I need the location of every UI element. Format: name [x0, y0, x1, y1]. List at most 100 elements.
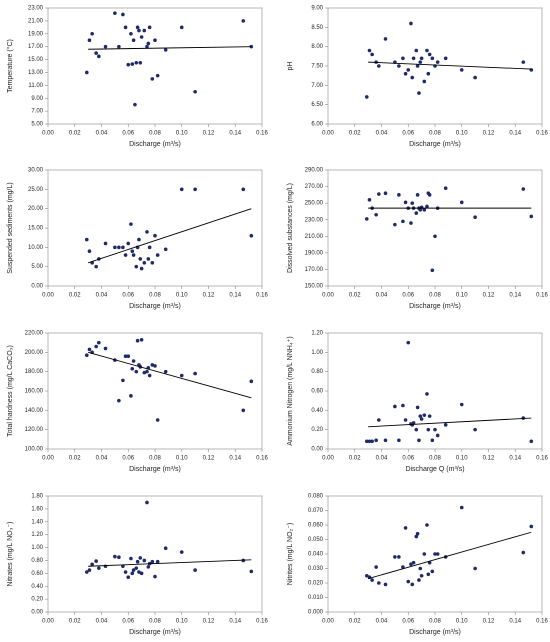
data-point	[117, 398, 121, 403]
x-tick-label: 0.16	[256, 456, 268, 462]
x-tick-label: 0.00	[42, 456, 54, 462]
y-tick-label: 140.00	[25, 408, 44, 414]
data-point	[155, 253, 160, 257]
x-tick-label: 0.12	[203, 131, 215, 137]
x-tick-label: 0.12	[483, 293, 495, 299]
y-tick-label: 6.50	[311, 102, 323, 108]
data-point	[121, 378, 125, 383]
data-point	[155, 418, 160, 422]
y-tick-label: 120.00	[25, 427, 44, 433]
data-point	[383, 438, 388, 443]
trend-line	[88, 559, 252, 567]
data-point	[145, 500, 149, 505]
data-point	[430, 569, 435, 574]
y-tick-label: 25.00	[28, 187, 44, 193]
trend-line	[87, 208, 252, 264]
data-point	[137, 28, 141, 33]
x-tick-label: 0.04	[376, 456, 388, 462]
data-point	[521, 60, 526, 64]
data-point	[414, 534, 419, 539]
data-point	[134, 60, 139, 65]
data-point	[129, 394, 133, 398]
y-tick-label: 0.40	[311, 408, 323, 414]
data-point	[145, 230, 149, 234]
scatter-panel: 0.00 0.20 0.40 0.60 0.80 1.00 1.20 1.40 1.60 1.80…	[7, 494, 269, 636]
data-point	[415, 193, 420, 197]
data-point	[401, 403, 405, 408]
data-point	[123, 354, 128, 358]
y-tick-label: 100.00	[25, 447, 44, 453]
data-point	[397, 555, 401, 559]
data-point	[403, 526, 408, 530]
data-point	[443, 186, 448, 191]
x-tick-label: 0.10	[456, 619, 468, 625]
data-point	[150, 261, 155, 265]
data-point	[377, 581, 381, 585]
y-tick-label: 19.00	[28, 31, 44, 37]
data-point	[367, 198, 372, 202]
y-tick-label: 15.00	[28, 226, 44, 232]
data-point	[364, 573, 369, 578]
data-point	[137, 237, 141, 242]
y-tick-label: 220.00	[25, 331, 44, 337]
data-point	[383, 191, 388, 195]
trend-line	[88, 46, 252, 50]
data-point	[433, 552, 437, 556]
data-point	[138, 556, 143, 560]
x-tick-label: 0.16	[256, 131, 268, 137]
y-tick-label: 7.00	[311, 83, 323, 89]
x-tick-label: 0.02	[349, 619, 361, 625]
data-point	[529, 214, 534, 219]
data-point	[397, 193, 401, 197]
data-point	[147, 25, 152, 30]
data-point	[406, 68, 411, 72]
data-point	[133, 102, 137, 107]
data-point	[113, 245, 117, 250]
data-point	[529, 439, 534, 444]
data-point	[137, 570, 141, 574]
data-point	[417, 438, 421, 443]
data-point	[87, 249, 92, 253]
x-tick-label: 0.16	[536, 293, 548, 299]
data-point	[147, 373, 152, 378]
data-point	[430, 268, 435, 273]
data-point	[443, 423, 448, 427]
y-tick-label: 180.00	[25, 369, 44, 375]
y-tick-label: 0.20	[311, 427, 323, 433]
data-point	[94, 344, 98, 349]
y-tick-label: 0.00	[31, 284, 43, 290]
data-point	[126, 62, 131, 67]
data-point	[193, 371, 197, 376]
data-point	[397, 64, 401, 68]
data-point	[403, 200, 408, 205]
data-point	[430, 56, 435, 61]
data-point	[406, 579, 411, 584]
data-point	[123, 570, 128, 574]
y-tick-label: 0.80	[31, 558, 43, 564]
data-point	[521, 187, 526, 191]
x-tick-label: 0.06	[402, 619, 414, 625]
data-point	[425, 392, 429, 396]
data-point	[383, 582, 388, 587]
data-point	[370, 439, 374, 444]
data-point	[139, 337, 144, 342]
x-tick-label: 0.10	[456, 456, 468, 462]
y-axis-label: pH	[287, 62, 294, 71]
x-tick-label: 0.04	[376, 293, 388, 299]
data-point	[113, 554, 117, 559]
data-point	[139, 35, 144, 39]
data-point	[163, 369, 168, 374]
data-point	[374, 438, 378, 443]
data-point	[426, 71, 431, 76]
x-axis-label: Discharge (m³/s)	[129, 629, 181, 636]
data-point	[155, 559, 160, 564]
data-point	[414, 427, 419, 432]
data-point	[414, 48, 419, 53]
data-point	[84, 237, 89, 242]
x-tick-label: 0.14	[509, 293, 521, 299]
data-point	[97, 566, 101, 570]
x-axis-label: Discharge (m³/s)	[409, 303, 461, 310]
data-point	[397, 438, 401, 443]
x-tick-label: 0.14	[509, 131, 521, 137]
x-tick-label: 0.10	[176, 619, 188, 625]
